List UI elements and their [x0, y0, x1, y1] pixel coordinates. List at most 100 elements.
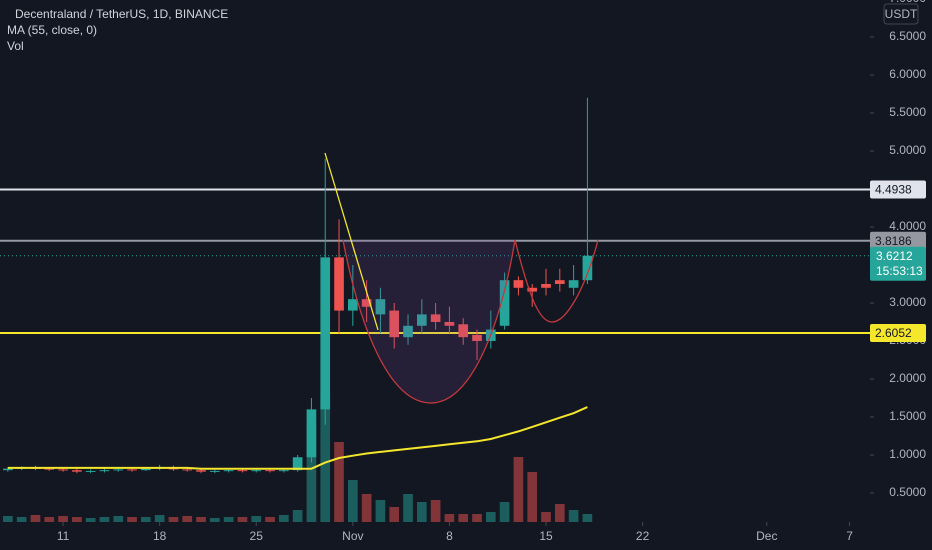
volume-bar: [582, 514, 593, 522]
volume-bar: [554, 504, 565, 522]
candle-body: [513, 280, 524, 288]
candle-body: [416, 314, 427, 326]
volume-bar: [16, 517, 27, 522]
candle-body: [182, 469, 193, 471]
price-label-box: [870, 246, 926, 281]
candle-body: [403, 325, 413, 338]
candle-body: [554, 280, 565, 284]
candle-body: [444, 321, 455, 326]
level-label-box: [870, 231, 926, 250]
volume-bar: [265, 517, 275, 522]
candle-body: [375, 299, 386, 315]
volume-bar: [113, 516, 124, 522]
volume-bar: [361, 494, 372, 522]
candle-body: [279, 470, 289, 472]
volume-bar: [279, 515, 289, 522]
volume-bar: [58, 516, 68, 522]
volume-bar: [168, 517, 179, 522]
y-tick-label: 1.5000: [889, 409, 926, 423]
candle-body: [499, 280, 510, 326]
volume-bar: [527, 472, 538, 522]
candle-body: [334, 257, 344, 311]
volume-bar: [292, 510, 303, 522]
y-tick-label: 7.0000: [889, 0, 926, 5]
candle-body: [223, 470, 234, 472]
y-tick-label: 5.5000: [889, 105, 926, 119]
candle-body: [127, 469, 137, 471]
volume-bar: [210, 518, 220, 522]
candle-body: [541, 283, 551, 288]
candle-body: [113, 469, 124, 471]
volume-bar: [30, 515, 41, 522]
volume-bar: [251, 516, 262, 522]
candle-body: [361, 299, 372, 307]
candle-body: [348, 299, 358, 311]
candle-body: [527, 287, 538, 292]
chart-title: Decentraland / TetherUS, 1D, BINANCE: [15, 7, 228, 21]
candle-body: [85, 470, 96, 472]
x-tick-label: Dec: [756, 529, 777, 543]
volume-bar: [72, 517, 82, 522]
currency[interactable]: USDT: [885, 7, 918, 21]
y-tick-label: 3.0000: [889, 295, 926, 309]
volume-bar: [44, 517, 55, 522]
volume-bar: [513, 457, 524, 522]
volume-bar: [127, 517, 137, 522]
candle-body: [251, 470, 262, 472]
y-tick-label: 6.0000: [889, 67, 926, 81]
volume-bar: [334, 442, 344, 522]
volume-bar: [403, 494, 413, 522]
level-label: 4.4938: [875, 183, 912, 197]
volume-bar: [430, 500, 441, 522]
handle-curve: [514, 239, 599, 323]
y-tick-label: 0.5000: [889, 485, 926, 499]
volume-bar: [416, 502, 427, 522]
x-tick-label: 25: [250, 529, 264, 543]
y-tick-label: 2.0000: [889, 371, 926, 385]
y-tick-label: 5.0000: [889, 143, 926, 157]
level-label-box: [870, 180, 926, 199]
indicator-label: MA (55, close, 0): [7, 23, 97, 37]
candle-body: [389, 310, 400, 338]
candle-body: [430, 314, 441, 322]
volume-bar: [472, 514, 482, 522]
level-label: 2.6052: [875, 326, 912, 340]
y-tick-label: 6.5000: [889, 29, 926, 43]
y-tick-label: 1.0000: [889, 447, 926, 461]
volume-bar: [85, 518, 96, 522]
volume-bar: [458, 514, 469, 522]
candle-body: [582, 255, 593, 281]
candle-body: [141, 468, 151, 471]
level-label-box: [870, 323, 926, 342]
plot-area: [0, 97, 870, 522]
x-tick-label: 18: [153, 529, 167, 543]
price-label: 3.6212: [876, 249, 913, 263]
candle-body: [196, 470, 206, 472]
candle-body: [99, 470, 110, 472]
candle-body: [306, 409, 317, 458]
volume-bar: [99, 517, 110, 522]
candle-body: [568, 280, 579, 288]
x-tick-label: Nov: [342, 529, 363, 543]
currency-box[interactable]: [883, 3, 919, 25]
volume-bar: [485, 512, 496, 522]
trend-line: [324, 152, 379, 331]
volume-bar: [444, 514, 455, 522]
x-tick-label: 15: [539, 529, 553, 543]
candle-body: [3, 468, 13, 471]
x-tick-label: 7: [846, 529, 853, 543]
candle-body: [472, 334, 482, 341]
cup-curve: [342, 239, 516, 404]
x-tick-label: 11: [57, 529, 70, 543]
volume-bar: [568, 510, 579, 522]
volume-bar: [223, 517, 234, 522]
drawings: [324, 152, 599, 404]
cup-fill: [343, 240, 515, 404]
volume-bar: [237, 517, 248, 522]
volume-bar: [375, 500, 386, 522]
volume-bar: [141, 517, 151, 522]
candle-body: [265, 470, 275, 472]
volume-bar: [154, 515, 165, 522]
